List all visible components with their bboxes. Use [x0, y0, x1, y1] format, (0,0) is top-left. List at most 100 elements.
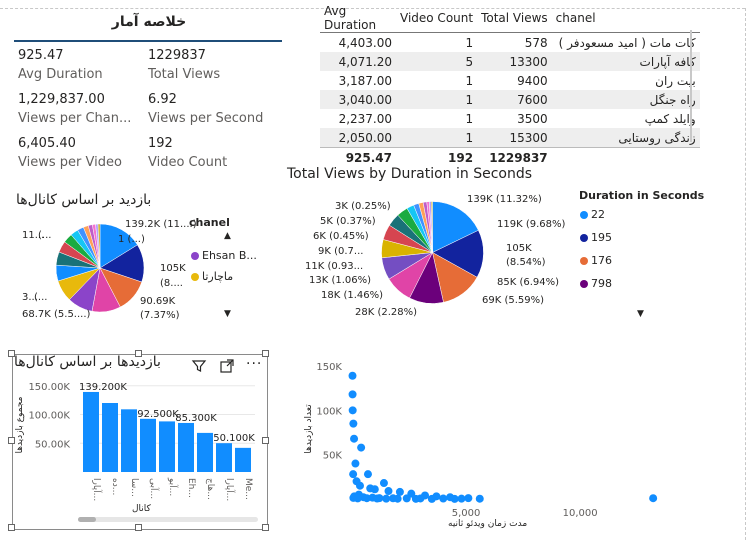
legend-item-798[interactable]: 798: [591, 277, 612, 290]
cell: 2,050.00: [320, 128, 396, 148]
bar[interactable]: [235, 447, 251, 472]
col-video-count[interactable]: Video Count: [400, 11, 474, 25]
scatter-point[interactable]: [464, 494, 473, 503]
table-row[interactable]: 3,040.00 1 7600 راه جنگل: [320, 90, 700, 109]
pie-channel-label: 68.7K (5.5....): [22, 309, 91, 320]
bar[interactable]: [83, 391, 99, 472]
pie-channel-label: (8....: [160, 278, 183, 289]
resize-handle[interactable]: [262, 350, 269, 357]
resize-handle[interactable]: [8, 350, 15, 357]
col-chanel[interactable]: chanel: [555, 11, 596, 25]
scatter-point[interactable]: [475, 494, 484, 503]
table-row[interactable]: 2,237.00 1 3500 وایلد کمپ: [320, 109, 700, 128]
pie-duration-chart[interactable]: [380, 200, 485, 305]
col-avg-duration[interactable]: Avg Duration: [324, 4, 377, 32]
scatter-point[interactable]: [348, 390, 357, 399]
scatter-point[interactable]: [348, 371, 357, 380]
bar-chart[interactable]: 50.00K 100.00K 150.00K 139.200K آپارا... ده..…: [10, 372, 265, 522]
scatter-point[interactable]: [357, 443, 366, 452]
scatter-point[interactable]: [350, 434, 359, 443]
bar-y-tick: 100.00K: [28, 411, 70, 422]
cell: راه جنگل: [551, 90, 700, 109]
legend-scroll-down-icon[interactable]: ▼: [224, 309, 231, 319]
scatter-point[interactable]: [402, 494, 411, 503]
table-row[interactable]: 4,403.00 1 578 کات مات ( امید مسعودفر ): [320, 33, 700, 53]
more-options-icon[interactable]: ···: [246, 356, 263, 372]
pie-channel-slice[interactable]: [97, 223, 101, 269]
table-row[interactable]: 2,050.00 1 15300 زندگی روستایی: [320, 128, 700, 148]
table-header-row: Avg Duration Video Count Total Views cha…: [320, 4, 700, 33]
scatter-point[interactable]: [411, 494, 420, 503]
scatter-point[interactable]: [393, 494, 402, 503]
scatter-point[interactable]: [349, 419, 358, 428]
bar[interactable]: [197, 432, 213, 472]
scatter-point[interactable]: [373, 494, 382, 503]
table-row[interactable]: 3,187.00 1 9400 بیت ران: [320, 71, 700, 90]
resize-handle[interactable]: [8, 437, 15, 444]
bar-x-tick: ده...: [110, 478, 120, 495]
total-chanel: [551, 147, 700, 167]
pie-duration-slice[interactable]: [431, 201, 433, 253]
summary-title: خلاصه آمار: [111, 14, 187, 30]
table-scrollbar[interactable]: [690, 30, 692, 142]
pie-duration-slice[interactable]: [432, 201, 479, 253]
scatter-point[interactable]: [379, 479, 388, 488]
legend-item-ehsan[interactable]: Ehsan B...: [202, 249, 257, 262]
scatter-x-tick: 5,000: [452, 508, 481, 519]
legend-item-195[interactable]: 195: [591, 231, 612, 244]
legend-scroll-down-icon[interactable]: ▼: [637, 309, 644, 319]
bar[interactable]: [178, 422, 194, 472]
pie-duration-label: 28K (2.28%): [355, 307, 418, 318]
scatter-point[interactable]: [355, 481, 364, 490]
pie-channel-chart[interactable]: [55, 223, 145, 313]
pie-channel-legend-title: chanel: [189, 216, 230, 229]
summary-divider: [14, 40, 282, 42]
focus-mode-icon[interactable]: [219, 358, 235, 374]
kpi-total-views-value: 1229837: [148, 48, 206, 63]
bar-horizontal-scrollbar[interactable]: [78, 517, 258, 522]
legend-item-176[interactable]: 176: [591, 254, 612, 267]
legend-item-macharta[interactable]: ماچارتا: [202, 270, 234, 283]
scatter-point[interactable]: [353, 494, 362, 503]
pie-duration-slice[interactable]: [431, 229, 484, 278]
col-total-views[interactable]: Total Views: [481, 11, 548, 25]
bar[interactable]: [216, 443, 232, 472]
scatter-point[interactable]: [349, 470, 358, 479]
scatter-point[interactable]: [457, 494, 466, 503]
cell: 4,071.20: [320, 52, 396, 71]
resize-handle[interactable]: [262, 524, 269, 531]
filter-icon[interactable]: [191, 358, 207, 374]
scatter-point[interactable]: [351, 459, 360, 468]
bar[interactable]: [102, 403, 118, 472]
legend-item-22[interactable]: 22: [591, 208, 605, 221]
pie-duration-legend-title: Duration in Seconds: [579, 189, 705, 202]
cell: کافه آپارات: [551, 52, 700, 71]
scatter-point[interactable]: [395, 487, 404, 496]
table-row[interactable]: 4,071.20 5 13300 کافه آپارات: [320, 52, 700, 71]
bar-chart-title: بازدیدها بر اساس کانال‌ها: [14, 354, 161, 370]
scatter-point[interactable]: [427, 494, 436, 503]
scatter-point[interactable]: [450, 494, 459, 503]
scatter-point[interactable]: [382, 494, 391, 503]
cell: 4,403.00: [338, 35, 392, 50]
scatter-point[interactable]: [362, 494, 371, 503]
resize-handle[interactable]: [262, 437, 269, 444]
pie-channel-slice[interactable]: [99, 223, 138, 269]
scatter-y-axis-title: تعداد بازدیدها: [304, 404, 314, 454]
resize-handle[interactable]: [8, 524, 15, 531]
scatter-chart[interactable]: 50K 100K 150K 5,000 10,000: [300, 356, 670, 534]
resize-handle[interactable]: [135, 350, 142, 357]
bar[interactable]: [159, 421, 175, 472]
bar[interactable]: [121, 409, 137, 472]
scatter-point[interactable]: [649, 494, 658, 503]
legend-scroll-up-icon[interactable]: ▲: [224, 231, 231, 241]
bar[interactable]: [140, 418, 156, 472]
resize-handle[interactable]: [135, 524, 142, 531]
scatter-point[interactable]: [384, 487, 393, 496]
scatter-point[interactable]: [363, 470, 372, 479]
scatter-point[interactable]: [370, 485, 379, 494]
scatter-point[interactable]: [439, 494, 448, 503]
scatter-point[interactable]: [348, 406, 357, 415]
pie-channel-title: بازدید بر اساس کانال‌ها: [16, 192, 152, 208]
bar-x-tick: Me...: [243, 478, 253, 500]
